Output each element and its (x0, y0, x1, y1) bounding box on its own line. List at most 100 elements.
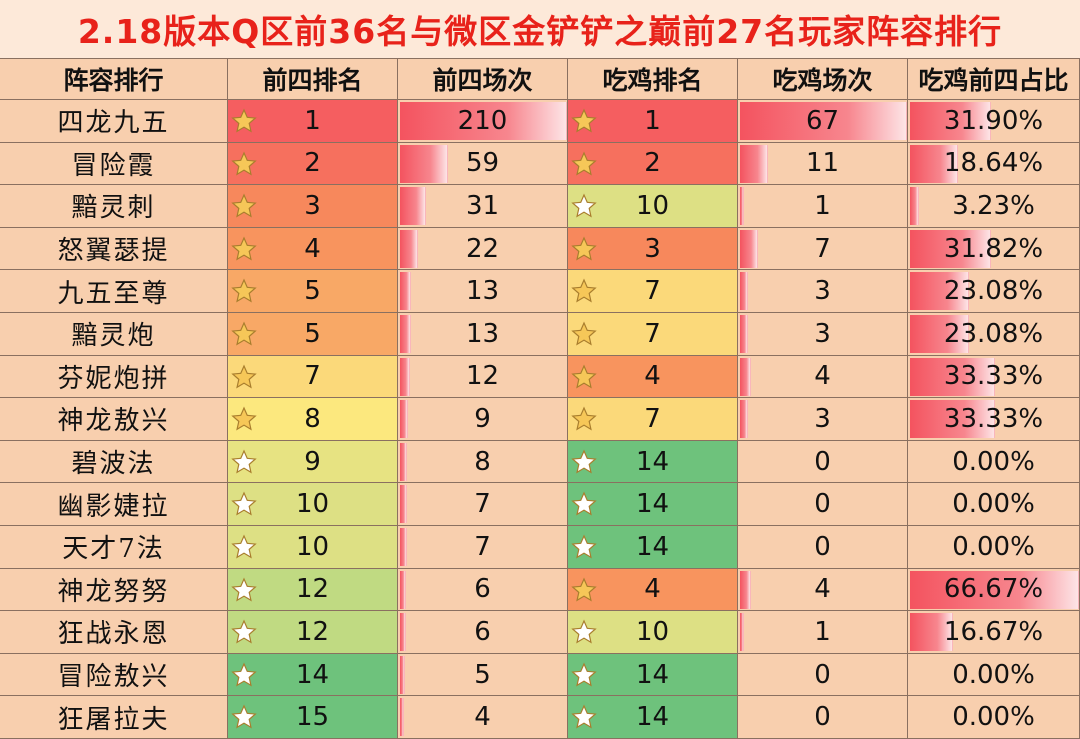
top4-count-bar (400, 698, 405, 737)
win-ratio-bar (910, 400, 995, 439)
win-rank-value: 14 (635, 659, 670, 690)
lineup-name-cell: 冒险敖兴 (0, 653, 228, 697)
lineup-name-cell: 狂战永恩 (0, 611, 228, 654)
lineup-name: 黯灵炮 (71, 321, 156, 352)
top4-rank-value: 12 (295, 616, 330, 647)
top4-count-value: 210 (457, 105, 508, 136)
lineup-name-cell: 四龙九五 (0, 100, 228, 143)
win-ratio-value: 33.33% (943, 361, 1044, 392)
star-icon (231, 236, 257, 262)
table-row: 冒险敖兴 14 5 14 0 0.00% (0, 653, 1080, 697)
top4-rank-value: 10 (295, 531, 330, 562)
win-count-cell: 11 (738, 142, 908, 186)
win-ratio-bar (910, 187, 920, 226)
top4-count-bar (400, 442, 408, 481)
table-row: 狂屠拉夫 15 4 14 0 0.00% (0, 696, 1080, 739)
win-count-cell: 3 (738, 398, 908, 441)
top4-rank-value: 10 (295, 489, 330, 520)
top4-count-value: 22 (465, 233, 500, 264)
win-rank-value: 4 (644, 361, 661, 392)
win-rank-cell: 4 (568, 568, 738, 612)
top4-count-cell: 6 (398, 611, 568, 654)
table-row: 天才7法 10 7 14 0 0.00% (0, 525, 1080, 569)
win-ratio-bar (910, 357, 995, 396)
header-cell-lineup: 阵容排行 (0, 59, 228, 100)
top4-rank-cell: 5 (228, 312, 398, 356)
win-rank-cell: 7 (568, 270, 738, 313)
top4-count-cell: 5 (398, 653, 568, 697)
win-ratio-value: 23.08% (943, 318, 1044, 349)
win-rank-value: 14 (635, 446, 670, 477)
star-icon (231, 619, 257, 645)
star-icon (571, 491, 597, 517)
win-ratio-value: 18.64% (943, 148, 1044, 179)
top4-count-cell: 7 (398, 525, 568, 569)
lineup-name-cell: 神龙努努 (0, 568, 228, 612)
win-count-cell: 3 (738, 270, 908, 313)
win-count-value: 0 (814, 489, 831, 520)
title-bar: 2.18版本Q区前36名与微区金铲铲之巅前27名玩家阵容排行 (0, 0, 1080, 59)
win-ratio-cell: 0.00% (908, 696, 1080, 739)
win-rank-value: 10 (635, 190, 670, 221)
lineup-name-cell: 九五至尊 (0, 270, 228, 313)
win-count-cell: 4 (738, 355, 908, 399)
table-row: 幽影婕拉 10 7 14 0 0.00% (0, 483, 1080, 526)
win-count-bar (740, 400, 749, 439)
win-ratio-value: 0.00% (952, 531, 1035, 562)
win-ratio-cell: 3.23% (908, 185, 1080, 228)
top4-count-cell: 59 (398, 142, 568, 186)
win-count-value: 3 (814, 403, 831, 434)
win-ratio-value: 0.00% (952, 702, 1035, 733)
win-count-value: 3 (814, 318, 831, 349)
win-rank-cell: 7 (568, 312, 738, 356)
win-count-value: 7 (814, 233, 831, 264)
win-ratio-value: 0.00% (952, 489, 1035, 520)
win-rank-cell: 2 (568, 142, 738, 186)
win-ratio-cell: 23.08% (908, 270, 1080, 313)
star-icon (231, 491, 257, 517)
top4-rank-value: 5 (304, 318, 321, 349)
lineup-name: 九五至尊 (57, 278, 170, 309)
top4-count-value: 59 (465, 148, 500, 179)
win-rank-value: 14 (635, 489, 670, 520)
star-icon (571, 577, 597, 603)
top4-rank-cell: 1 (228, 100, 398, 143)
top4-rank-cell: 2 (228, 142, 398, 186)
top4-count-value: 6 (474, 616, 491, 647)
top4-rank-value: 5 (304, 276, 321, 307)
top4-rank-cell: 15 (228, 696, 398, 739)
win-ratio-value: 31.82% (943, 233, 1044, 264)
lineup-name: 四龙九五 (57, 108, 170, 139)
win-count-bar (740, 229, 759, 268)
win-count-value: 4 (814, 361, 831, 392)
lineup-name-cell: 天才7法 (0, 525, 228, 569)
win-count-cell: 67 (738, 100, 908, 143)
top4-rank-value: 1 (304, 105, 321, 136)
win-rank-cell: 14 (568, 696, 738, 739)
win-rank-value: 4 (644, 574, 661, 605)
win-count-cell: 7 (738, 227, 908, 271)
top4-count-value: 4 (474, 702, 491, 733)
win-rank-value: 3 (644, 233, 661, 264)
win-rank-value: 2 (644, 148, 661, 179)
top4-count-bar (400, 357, 411, 396)
top4-rank-cell: 9 (228, 440, 398, 484)
win-count-cell: 0 (738, 696, 908, 739)
lineup-name: 黯灵刺 (71, 193, 156, 224)
top4-count-cell: 7 (398, 483, 568, 526)
star-icon (571, 619, 597, 645)
top4-count-cell: 4 (398, 696, 568, 739)
top4-count-cell: 13 (398, 270, 568, 313)
table-row: 狂战永恩 12 6 10 1 16.67% (0, 611, 1080, 654)
win-rank-cell: 4 (568, 355, 738, 399)
table-body: 四龙九五 1 210 1 67 31.90% 冒险霞 2 59 2 11 18.64% 黯灵刺 3 31 10… (0, 100, 1080, 739)
star-icon (231, 364, 257, 390)
win-ratio-cell: 23.08% (908, 312, 1080, 356)
top4-count-bar (400, 655, 405, 694)
win-ratio-cell: 66.67% (908, 568, 1080, 612)
lineup-name-cell: 黯灵刺 (0, 185, 228, 228)
lineup-name: 神龙努努 (57, 576, 170, 607)
lineup-name-cell: 碧波法 (0, 440, 228, 484)
top4-count-value: 7 (474, 531, 491, 562)
top4-rank-value: 3 (304, 190, 321, 221)
